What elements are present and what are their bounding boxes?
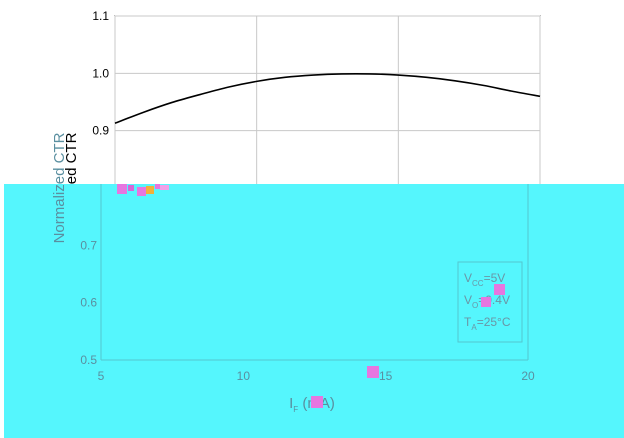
legend-entry-main: V [464, 293, 472, 307]
y-tick-label: 0.5 [80, 353, 97, 367]
marker [117, 184, 127, 194]
x-tick-labels: 5 10 15 20 [98, 369, 535, 383]
overlay-band [4, 184, 624, 438]
legend-entry-value: =5V [484, 271, 506, 285]
legend-entry-main: V [464, 271, 472, 285]
marker [146, 186, 154, 194]
y-tick-label: 0.9 [92, 124, 109, 138]
x-tick-label: 5 [98, 369, 105, 383]
x-tick-label: 15 [379, 369, 393, 383]
y-tick-label: 0.6 [80, 296, 97, 310]
marker [137, 187, 146, 196]
marker [128, 185, 134, 191]
y-tick-label: 0.7 [80, 238, 97, 252]
legend-entry-sub: O [472, 301, 478, 310]
x-tick-label: 20 [521, 369, 535, 383]
legend-entry-sub: CC [472, 279, 484, 288]
legend-entry-sub: A [471, 323, 477, 332]
marker [494, 284, 505, 295]
x-axis-label-main: I [289, 395, 293, 412]
series-line [114, 72, 541, 124]
y-tick-label: 1.1 [92, 9, 109, 23]
legend-entry: TA=25°C [464, 315, 511, 332]
marker-artifacts [117, 184, 505, 408]
marker [367, 366, 379, 378]
marker [160, 185, 169, 190]
marker [311, 396, 323, 408]
marker [155, 184, 160, 189]
legend-entry: VCC=5V [464, 271, 505, 288]
legend-box [457, 261, 523, 343]
y-tick-labels: 0.9 1.0 1.1 [92, 9, 109, 138]
marker [481, 297, 491, 307]
y-tick-label: 1.0 [92, 66, 109, 80]
x-tick-label: 10 [237, 369, 251, 383]
y-axis-label-overlay: Normalized CTR [51, 132, 68, 243]
legend-entry-value: =25°C [477, 315, 511, 329]
legend-entry-main: T [464, 315, 472, 329]
x-axis-label-sub: F [293, 405, 298, 414]
y-tick-labels-overlay: 0.5 0.6 0.7 [80, 238, 97, 367]
